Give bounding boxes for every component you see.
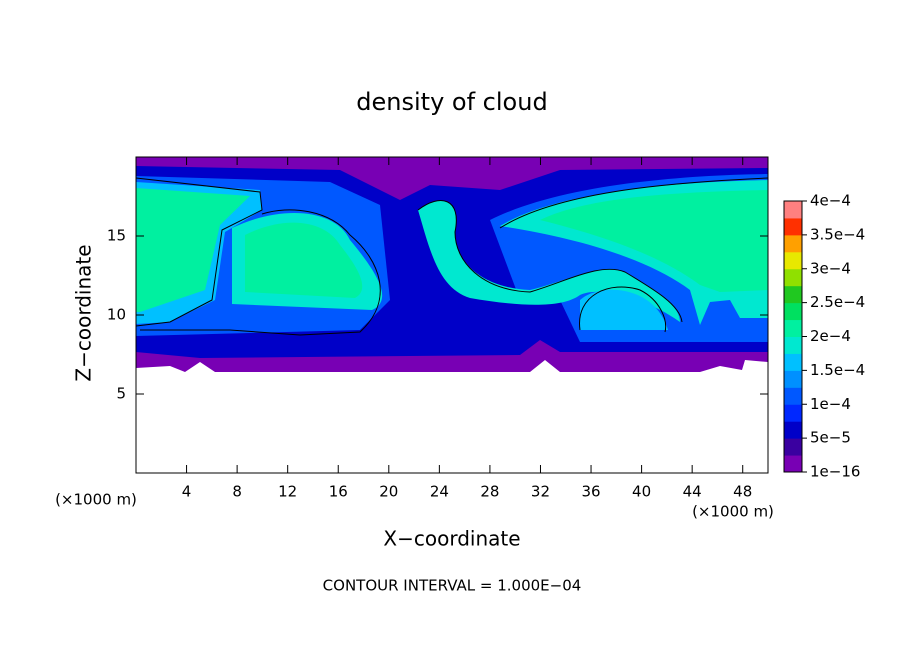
x-tick-label: 40 bbox=[632, 483, 651, 501]
x-unit-label: (×1000 m) bbox=[692, 503, 774, 521]
colorbar-band bbox=[784, 201, 802, 219]
field-region bbox=[245, 222, 363, 298]
colorbar-band bbox=[784, 302, 802, 321]
colorbar-band bbox=[784, 455, 802, 473]
x-tick-label: 44 bbox=[683, 483, 702, 501]
colorbar-tick-label: 1.5e−4 bbox=[810, 361, 865, 379]
colorbar-band bbox=[784, 336, 802, 354]
colorbar-band bbox=[784, 353, 802, 371]
contour-line bbox=[417, 200, 683, 323]
colorbar-band bbox=[784, 251, 802, 270]
y-tick-label: 5 bbox=[116, 385, 126, 403]
colorbar-band bbox=[784, 421, 802, 439]
chart-title: density of cloud bbox=[356, 88, 547, 116]
colorbar-band bbox=[784, 438, 802, 456]
y-unit-label: (×1000 m) bbox=[55, 491, 137, 509]
colorbar-tick-label: 1e−4 bbox=[810, 395, 851, 413]
colorbar-tick-label: 2e−4 bbox=[810, 327, 851, 345]
colorbar-band bbox=[784, 217, 802, 236]
x-tick-label: 16 bbox=[329, 483, 348, 501]
colorbar-tick-label: 4e−4 bbox=[810, 192, 851, 210]
colorbar-band bbox=[784, 285, 802, 304]
x-tick-label: 32 bbox=[531, 483, 550, 501]
colorbar-tick-label: 3e−4 bbox=[810, 259, 851, 277]
colorbar-band bbox=[784, 387, 802, 405]
x-tick-label: 36 bbox=[581, 483, 600, 501]
annotation: CONTOUR INTERVAL = 1.000E−04 bbox=[323, 577, 582, 595]
field-region bbox=[580, 289, 668, 330]
x-tick-label: 48 bbox=[733, 483, 752, 501]
x-tick-label: 12 bbox=[278, 483, 297, 501]
field-region bbox=[136, 188, 250, 312]
contour-line bbox=[135, 177, 263, 327]
x-tick-label: 28 bbox=[480, 483, 499, 501]
x-tick-label: 24 bbox=[430, 483, 449, 501]
y-axis-label: Z−coordinate bbox=[72, 244, 96, 381]
field-region bbox=[540, 190, 768, 292]
x-axis-label: X−coordinate bbox=[383, 527, 520, 551]
contour-field bbox=[135, 157, 769, 372]
y-tick-label: 15 bbox=[107, 227, 126, 245]
contour-line bbox=[140, 209, 381, 336]
x-tick-label: 8 bbox=[232, 483, 242, 501]
colorbar-band bbox=[784, 404, 802, 422]
colorbar-band bbox=[784, 370, 802, 388]
colorbar-band bbox=[784, 268, 802, 287]
colorbar-band bbox=[784, 234, 802, 253]
contour-line bbox=[499, 177, 769, 229]
colorbar-band bbox=[784, 319, 802, 337]
contour-line bbox=[579, 286, 667, 333]
colorbar-tick-label: 5e−5 bbox=[810, 429, 851, 447]
x-tick-label: 4 bbox=[182, 483, 192, 501]
colorbar-tick-label: 2.5e−4 bbox=[810, 293, 865, 311]
y-tick-label: 10 bbox=[107, 306, 126, 324]
colorbar-tick-label: 1e−16 bbox=[810, 463, 860, 481]
colorbar-tick-label: 3.5e−4 bbox=[810, 225, 865, 243]
x-tick-label: 20 bbox=[379, 483, 398, 501]
